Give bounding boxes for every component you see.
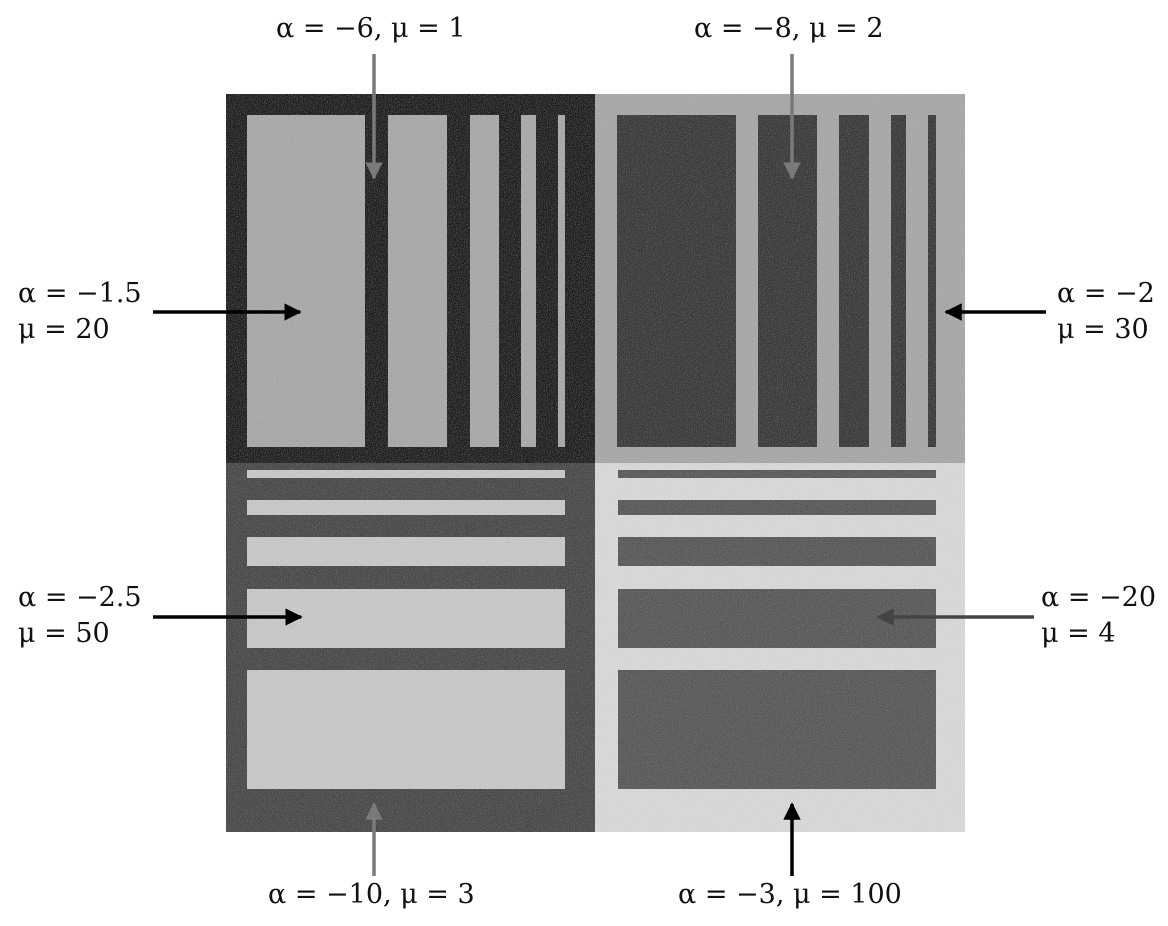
label-right-upper: α = −2 μ = 30 xyxy=(1057,276,1155,348)
label-top-right: α = −8, μ = 2 xyxy=(694,13,884,44)
q3-bar xyxy=(247,670,565,789)
q4-bar xyxy=(618,500,936,515)
q2-bar xyxy=(891,115,906,447)
q2-bar xyxy=(928,115,936,447)
q1-bar xyxy=(247,115,365,447)
quadrant-top-right xyxy=(595,94,965,463)
label-right-lower-mu: μ = 4 xyxy=(1041,618,1116,649)
label-right-lower: α = −20 μ = 4 xyxy=(1041,580,1156,652)
q1-bar xyxy=(388,115,447,447)
q3-bar xyxy=(247,470,565,478)
label-right-lower-alpha: α = −20 xyxy=(1041,582,1157,613)
q1-bar xyxy=(558,115,565,447)
q2-bar xyxy=(839,115,869,447)
q4-bar xyxy=(618,470,936,478)
label-left-lower: α = −2.5 μ = 50 xyxy=(18,580,142,652)
label-bottom-right: α = −3, μ = 100 xyxy=(678,879,902,910)
quadrant-bottom-left xyxy=(226,463,595,832)
q3-bar xyxy=(247,537,565,566)
label-right-upper-alpha: α = −2 xyxy=(1057,278,1155,309)
label-left-upper: α = −1.5 μ = 20 xyxy=(18,276,142,348)
q2-bar xyxy=(758,115,817,447)
q1-bar xyxy=(470,115,499,447)
label-bottom-left: α = −10, μ = 3 xyxy=(268,879,475,910)
q2-bar xyxy=(617,115,736,447)
q4-bar xyxy=(618,670,936,789)
label-right-upper-mu: μ = 30 xyxy=(1057,314,1149,345)
label-left-lower-mu: μ = 50 xyxy=(18,618,110,649)
q1-bar xyxy=(521,115,536,447)
phantom-image xyxy=(226,94,965,832)
quadrant-top-left xyxy=(226,94,595,463)
label-left-upper-alpha: α = −1.5 xyxy=(18,278,142,309)
arrows xyxy=(153,54,1046,876)
q4-bar xyxy=(618,537,936,566)
label-top-left: α = −6, μ = 1 xyxy=(276,13,466,44)
quadrant-bottom-right xyxy=(595,463,965,832)
label-left-lower-alpha: α = −2.5 xyxy=(18,582,142,613)
q3-bar xyxy=(247,500,565,515)
label-left-upper-mu: μ = 20 xyxy=(18,314,110,345)
